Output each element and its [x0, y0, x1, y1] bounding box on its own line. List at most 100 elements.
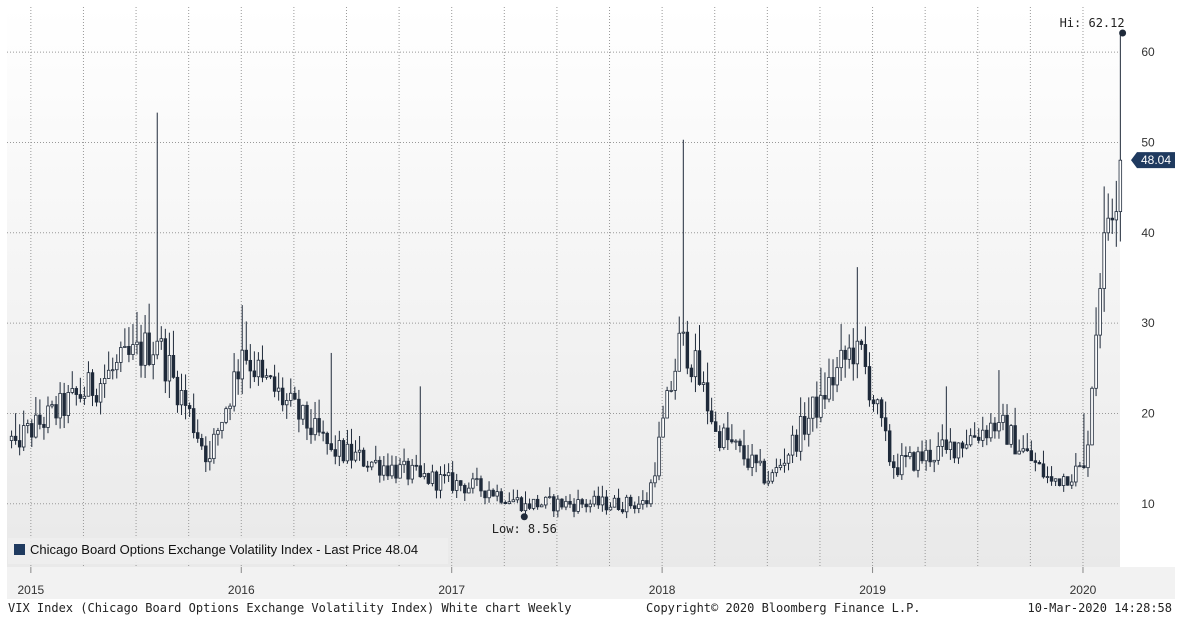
- candle-body: [313, 418, 317, 436]
- x-tick-label: 2016: [228, 583, 255, 597]
- candle-body: [305, 404, 309, 429]
- candle-body: [701, 382, 706, 385]
- candle-body: [1045, 476, 1050, 478]
- candle-body: [345, 443, 350, 462]
- candle-body: [1086, 444, 1090, 469]
- candle-body: [272, 376, 277, 392]
- candle-body: [30, 423, 34, 438]
- candle-body: [713, 421, 718, 432]
- candle-body: [693, 350, 698, 378]
- legend-swatch: [14, 544, 25, 555]
- candle-body: [430, 471, 435, 484]
- candle-body: [139, 341, 143, 366]
- low-marker: [520, 513, 528, 521]
- candle-body: [13, 435, 18, 441]
- candle-body: [438, 474, 443, 491]
- grid: [7, 7, 1120, 567]
- x-tick-label: 2015: [17, 583, 44, 597]
- candle-body: [705, 382, 710, 412]
- candle-body: [26, 423, 30, 426]
- candle-body: [1057, 478, 1062, 486]
- candle-body: [155, 340, 159, 356]
- y-tick-label: 40: [1141, 226, 1155, 240]
- candle-body: [260, 359, 265, 378]
- candle-body: [584, 503, 588, 508]
- candle-body: [1037, 462, 1042, 465]
- candle-body: [446, 472, 451, 477]
- candle-body: [212, 433, 216, 460]
- last-price-tag: 48.04: [1131, 152, 1175, 169]
- candle-body: [256, 359, 261, 378]
- candle-body: [195, 432, 200, 439]
- candle-body: [442, 474, 447, 477]
- candle-body: [948, 441, 953, 450]
- candle-body: [689, 367, 694, 378]
- candle-body: [398, 464, 402, 479]
- candle-body: [1094, 334, 1098, 389]
- candle-body: [952, 441, 957, 459]
- candle-body: [414, 464, 418, 467]
- candle-body: [531, 498, 536, 509]
- candle-body: [487, 489, 491, 499]
- candle-body: [847, 347, 851, 360]
- candle-body: [333, 449, 338, 457]
- candle-body: [216, 430, 220, 435]
- candle-body: [527, 503, 532, 509]
- candle-body: [904, 455, 908, 458]
- candle-body: [608, 506, 613, 511]
- candle-body: [709, 410, 714, 423]
- candle-body: [523, 503, 528, 512]
- y-tick-label: 50: [1141, 135, 1155, 149]
- candle-body: [62, 392, 66, 416]
- candle-body: [782, 462, 787, 466]
- candle-body: [758, 460, 762, 464]
- candle-body: [1110, 217, 1114, 221]
- candle-body: [807, 417, 811, 435]
- candle-body: [495, 491, 499, 497]
- candle-body: [325, 432, 329, 445]
- candle-body: [645, 500, 649, 505]
- candle-body: [276, 387, 281, 392]
- candle-body: [819, 394, 823, 418]
- candle-body: [633, 505, 637, 509]
- candle-body: [143, 332, 147, 366]
- candle-body: [58, 392, 62, 419]
- candle-body: [1033, 460, 1038, 463]
- candle-body: [337, 440, 342, 457]
- candle-body: [685, 331, 690, 369]
- candle-body: [985, 429, 989, 439]
- candle-body: [21, 425, 26, 448]
- candle-body: [1082, 465, 1086, 469]
- candle-body: [135, 341, 139, 345]
- footer-chart-description: VIX Index (Chicago Board Options Exchang…: [8, 601, 572, 615]
- candle-body: [1078, 465, 1082, 468]
- y-axis: 10 20 30 40 50 60: [1141, 45, 1155, 511]
- candle-body: [459, 480, 463, 486]
- candle-body: [750, 454, 754, 468]
- candle-body: [224, 408, 228, 423]
- candle-body: [179, 390, 184, 406]
- candle-body: [123, 346, 127, 348]
- candle-body: [989, 422, 993, 439]
- candle-body: [770, 472, 775, 482]
- candle-body: [556, 498, 560, 512]
- candle-body: [285, 400, 289, 406]
- candle-body: [1118, 159, 1123, 213]
- candle-body: [402, 460, 406, 466]
- x-axis-band: [7, 567, 1175, 599]
- candle-body: [434, 471, 439, 491]
- candle-body: [580, 499, 584, 505]
- plot-background: [7, 7, 1120, 567]
- candle-body: [960, 442, 965, 449]
- candle-body: [394, 464, 398, 479]
- candle-body: [309, 427, 313, 436]
- candle-body: [361, 449, 366, 467]
- candle-body: [264, 375, 269, 378]
- candle-body: [564, 500, 568, 508]
- candle-body: [976, 436, 981, 441]
- candle-body: [232, 371, 236, 407]
- candle-body: [1025, 448, 1029, 452]
- candle-body: [560, 498, 564, 508]
- x-axis: 2015 2016 2017 2018 2019 2020: [17, 567, 1097, 597]
